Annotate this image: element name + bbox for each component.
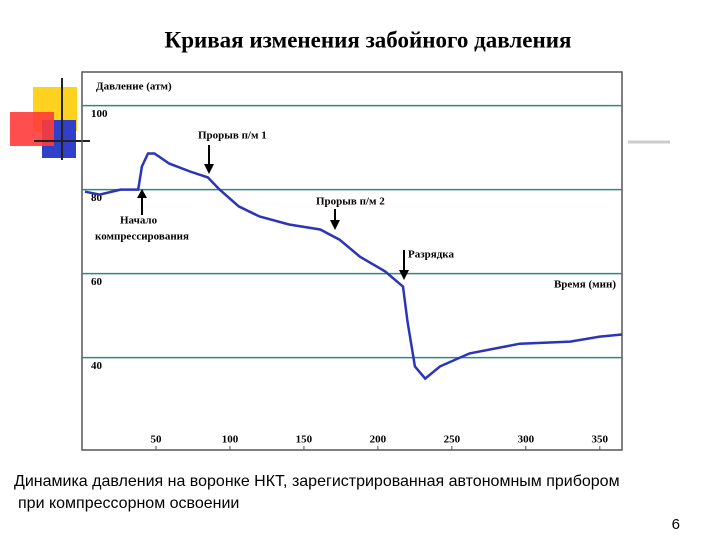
plot-frame	[81, 71, 623, 451]
arrow-head	[399, 270, 409, 280]
x-axis-label: Время (мин)	[554, 279, 616, 291]
x-tick-label: 350	[592, 434, 609, 446]
annotation: Начало	[120, 215, 158, 227]
caption: при компрессорном освоении	[18, 495, 239, 512]
annotation: Разрядка	[408, 249, 454, 261]
grid	[82, 104, 622, 359]
ticks: 40 60 80 100 50 100 150 200 250 300 350	[91, 108, 609, 450]
pressure-line	[84, 152, 623, 381]
y-tick-label: 40	[91, 360, 103, 372]
arrow-head	[204, 164, 214, 174]
y-tick-label: 80	[91, 192, 103, 204]
annotation: Прорыв п/м 1	[198, 130, 267, 142]
x-tick-label: 150	[296, 434, 313, 446]
page-number: 6	[672, 516, 680, 533]
x-tick-label: 50	[150, 434, 162, 446]
annotation: компрессирования	[95, 231, 189, 243]
x-tick-label: 250	[444, 434, 461, 446]
x-tick-label: 300	[518, 434, 535, 446]
annotation: Прорыв п/м 2	[316, 196, 385, 208]
arrow-head	[330, 220, 340, 230]
x-tick-label: 200	[370, 434, 387, 446]
chart-title: Кривая изменения забойного давления	[165, 27, 572, 52]
y-tick-label: 60	[91, 276, 103, 288]
x-tick-label: 100	[222, 434, 239, 446]
y-axis-label: Давление (атм)	[96, 81, 172, 93]
caption: Динамика давления на воронке НКТ, зареги…	[14, 473, 620, 490]
y-tick-label: 100	[91, 108, 108, 120]
arrow-head	[137, 189, 147, 198]
